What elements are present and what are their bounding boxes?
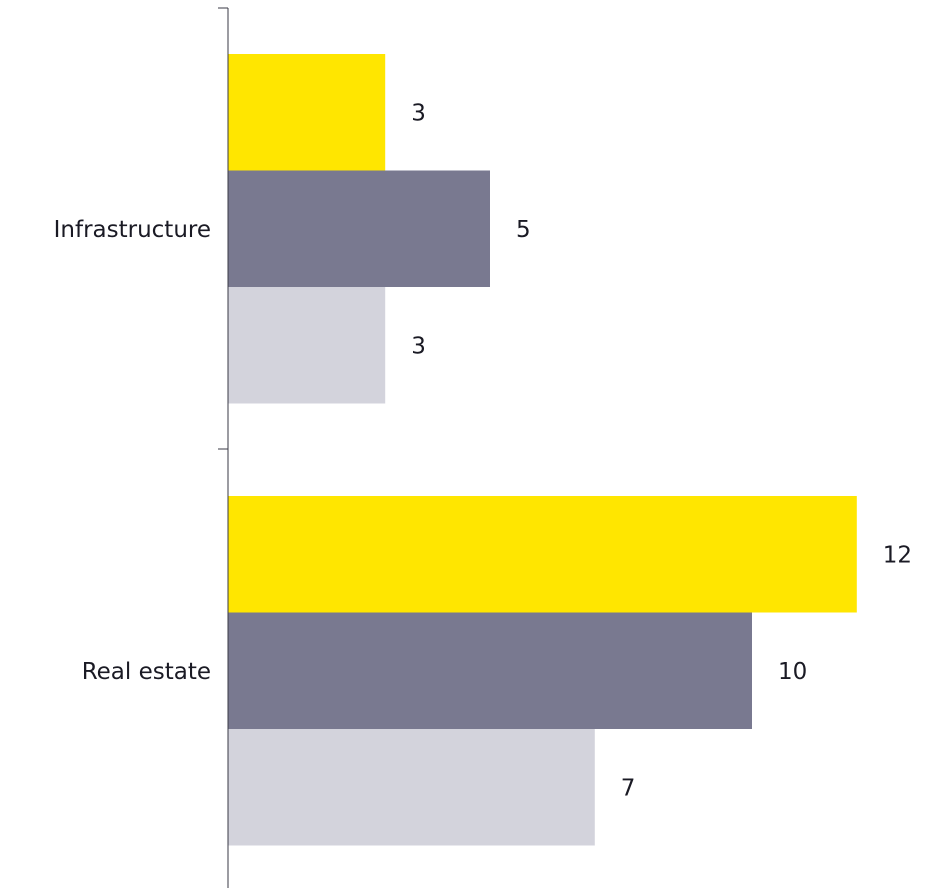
bar-infrastructure-series-3 [228,287,386,404]
category-label-real-estate: Real estate [82,659,211,685]
category-axis [218,7,229,888]
value-label-infrastructure-series-3: 3 [411,333,426,359]
bar-real-estate-series-1 [228,496,857,613]
bar-real-estate-series-2 [228,612,752,729]
value-label-infrastructure-series-2: 5 [516,217,531,243]
value-label-real-estate-series-3: 7 [621,775,636,801]
value-label-real-estate-series-1: 12 [883,542,912,568]
value-labels-group: 3 5 3 12 10 7 [411,100,912,801]
category-label-infrastructure: Infrastructure [54,217,211,243]
bar-infrastructure-series-1 [228,54,386,171]
bar-infrastructure-series-2 [228,170,490,287]
category-labels-group: Infrastructure Real estate [54,217,211,685]
value-label-real-estate-series-2: 10 [778,659,807,685]
value-label-infrastructure-series-1: 3 [411,100,426,126]
bar-real-estate-series-3 [228,729,595,846]
bars-group [228,54,857,846]
